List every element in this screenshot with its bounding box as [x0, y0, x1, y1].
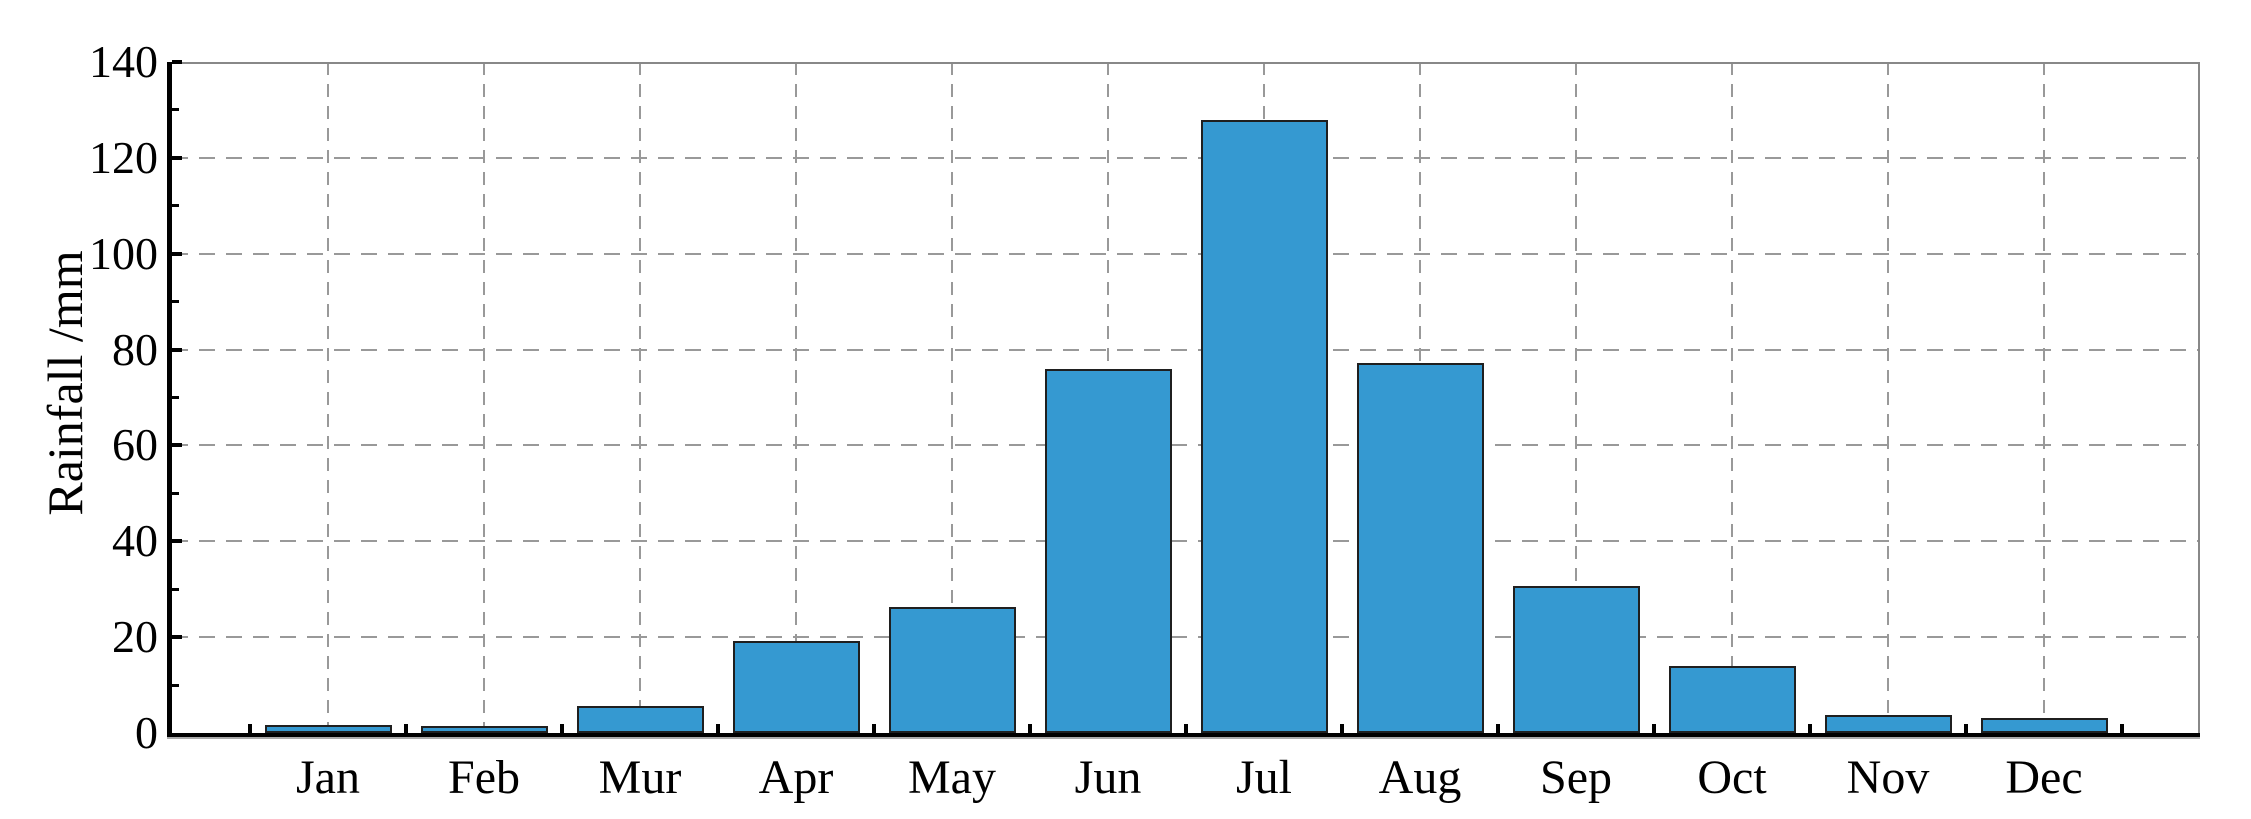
h-gridline [172, 252, 2200, 255]
y-tick-label: 0 [135, 707, 158, 758]
x-boundary-tick [1184, 724, 1188, 733]
h-gridline [172, 444, 2200, 447]
y-minor-tick [172, 204, 179, 208]
x-boundary-tick [560, 724, 564, 733]
y-major-tick [172, 155, 182, 160]
v-gridline [795, 62, 797, 733]
bar-sep [1512, 586, 1640, 733]
y-major-tick [172, 251, 182, 256]
bar-oct [1668, 665, 1796, 733]
y-major-tick [172, 539, 182, 544]
x-boundary-tick [404, 724, 408, 733]
bar-mur [576, 706, 704, 733]
bar-nov [1824, 715, 1952, 733]
x-tick-label-may: May [908, 751, 996, 804]
x-axis-line [167, 733, 2200, 737]
x-boundary-tick [1808, 724, 1812, 733]
y-tick-label: 40 [112, 515, 158, 567]
x-tick-label-aug: Aug [1378, 751, 1462, 804]
v-gridline [483, 62, 485, 733]
bar-may [888, 606, 1016, 733]
x-boundary-tick [716, 724, 720, 733]
y-tick-label: 80 [112, 323, 158, 375]
v-gridline [1887, 62, 1889, 733]
x-tick-label-feb: Feb [448, 751, 520, 804]
y-major-tick [172, 635, 182, 640]
x-boundary-tick [1496, 724, 1500, 733]
right-frame-line [2198, 62, 2200, 735]
bar-apr [732, 640, 860, 733]
x-tick-label-apr: Apr [758, 751, 834, 804]
x-boundary-tick [1652, 724, 1656, 733]
h-gridline [172, 156, 2200, 159]
x-boundary-tick [1028, 724, 1032, 733]
v-gridline [1731, 62, 1733, 733]
bar-jun [1044, 368, 1172, 733]
bar-aug [1356, 362, 1484, 733]
top-frame-line [172, 62, 2200, 64]
v-gridline [639, 62, 641, 733]
baseline-underline [167, 737, 2200, 739]
bar-feb [420, 726, 548, 733]
y-minor-tick [172, 396, 179, 399]
y-minor-tick [172, 683, 179, 687]
x-boundary-tick [1340, 724, 1344, 733]
y-minor-tick [172, 108, 179, 112]
y-tick-label: 60 [112, 419, 158, 471]
y-major-tick [172, 60, 182, 64]
bar-jul [1200, 119, 1328, 733]
y-minor-tick [172, 587, 179, 591]
x-tick-label-sep: Sep [1540, 751, 1612, 804]
v-gridline [951, 62, 953, 733]
x-boundary-tick [2120, 724, 2124, 733]
x-tick-label-oct: Oct [1697, 751, 1767, 804]
x-tick-label-jan: Jan [296, 751, 360, 804]
bar-jan [264, 725, 392, 733]
x-tick-label-dec: Dec [2005, 751, 2083, 804]
y-minor-tick [172, 491, 179, 495]
plot-area [167, 60, 2200, 739]
y-axis-line [167, 62, 172, 737]
v-gridline [2043, 62, 2045, 733]
y-minor-tick [172, 300, 179, 304]
x-tick-label-jun: Jun [1074, 751, 1142, 804]
x-tick-label-nov: Nov [1846, 751, 1930, 804]
y-tick-label: 120 [89, 131, 158, 183]
y-major-tick [172, 347, 182, 352]
x-boundary-tick [1964, 724, 1968, 733]
x-boundary-tick [872, 724, 876, 733]
x-boundary-tick [248, 724, 252, 733]
x-tick-label-jul: Jul [1235, 751, 1292, 804]
h-gridline [172, 636, 2200, 639]
y-tick-label: 140 [89, 36, 158, 87]
v-gridline [327, 62, 329, 733]
y-major-tick [172, 443, 182, 448]
y-tick-label: 20 [112, 611, 158, 663]
v-gridline [1575, 62, 1577, 733]
x-tick-label-mur: Mur [598, 751, 682, 804]
bar-dec [1980, 717, 2108, 733]
h-gridline [172, 540, 2200, 543]
h-gridline [172, 348, 2200, 351]
y-tick-label: 100 [89, 227, 158, 279]
